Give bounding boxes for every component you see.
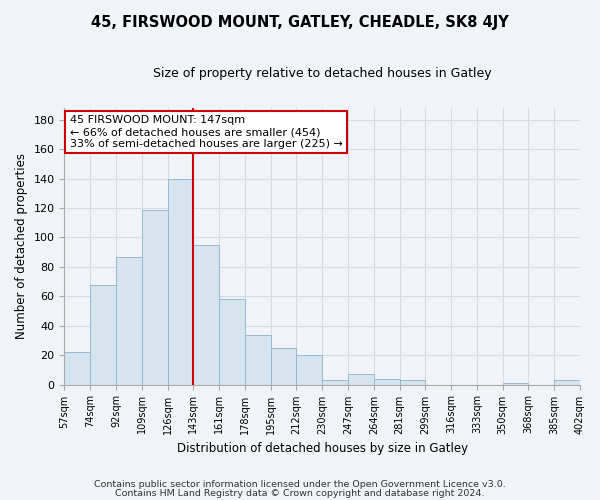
Bar <box>167 178 193 384</box>
Bar <box>219 300 245 384</box>
Bar <box>193 245 219 384</box>
Y-axis label: Number of detached properties: Number of detached properties <box>15 154 28 340</box>
Bar <box>322 380 348 384</box>
Bar <box>64 352 90 384</box>
Text: 45 FIRSWOOD MOUNT: 147sqm
← 66% of detached houses are smaller (454)
33% of semi: 45 FIRSWOOD MOUNT: 147sqm ← 66% of detac… <box>70 116 343 148</box>
X-axis label: Distribution of detached houses by size in Gatley: Distribution of detached houses by size … <box>176 442 468 455</box>
Bar <box>554 380 580 384</box>
Bar <box>503 383 529 384</box>
Bar <box>116 256 142 384</box>
Bar <box>348 374 374 384</box>
Bar <box>142 210 167 384</box>
Text: Contains public sector information licensed under the Open Government Licence v3: Contains public sector information licen… <box>94 480 506 489</box>
Text: 45, FIRSWOOD MOUNT, GATLEY, CHEADLE, SK8 4JY: 45, FIRSWOOD MOUNT, GATLEY, CHEADLE, SK8… <box>91 15 509 30</box>
Title: Size of property relative to detached houses in Gatley: Size of property relative to detached ho… <box>153 68 491 80</box>
Bar <box>90 284 116 384</box>
Bar <box>245 334 271 384</box>
Text: Contains HM Land Registry data © Crown copyright and database right 2024.: Contains HM Land Registry data © Crown c… <box>115 488 485 498</box>
Bar <box>296 355 322 384</box>
Bar <box>400 380 425 384</box>
Bar <box>271 348 296 385</box>
Bar <box>374 378 400 384</box>
